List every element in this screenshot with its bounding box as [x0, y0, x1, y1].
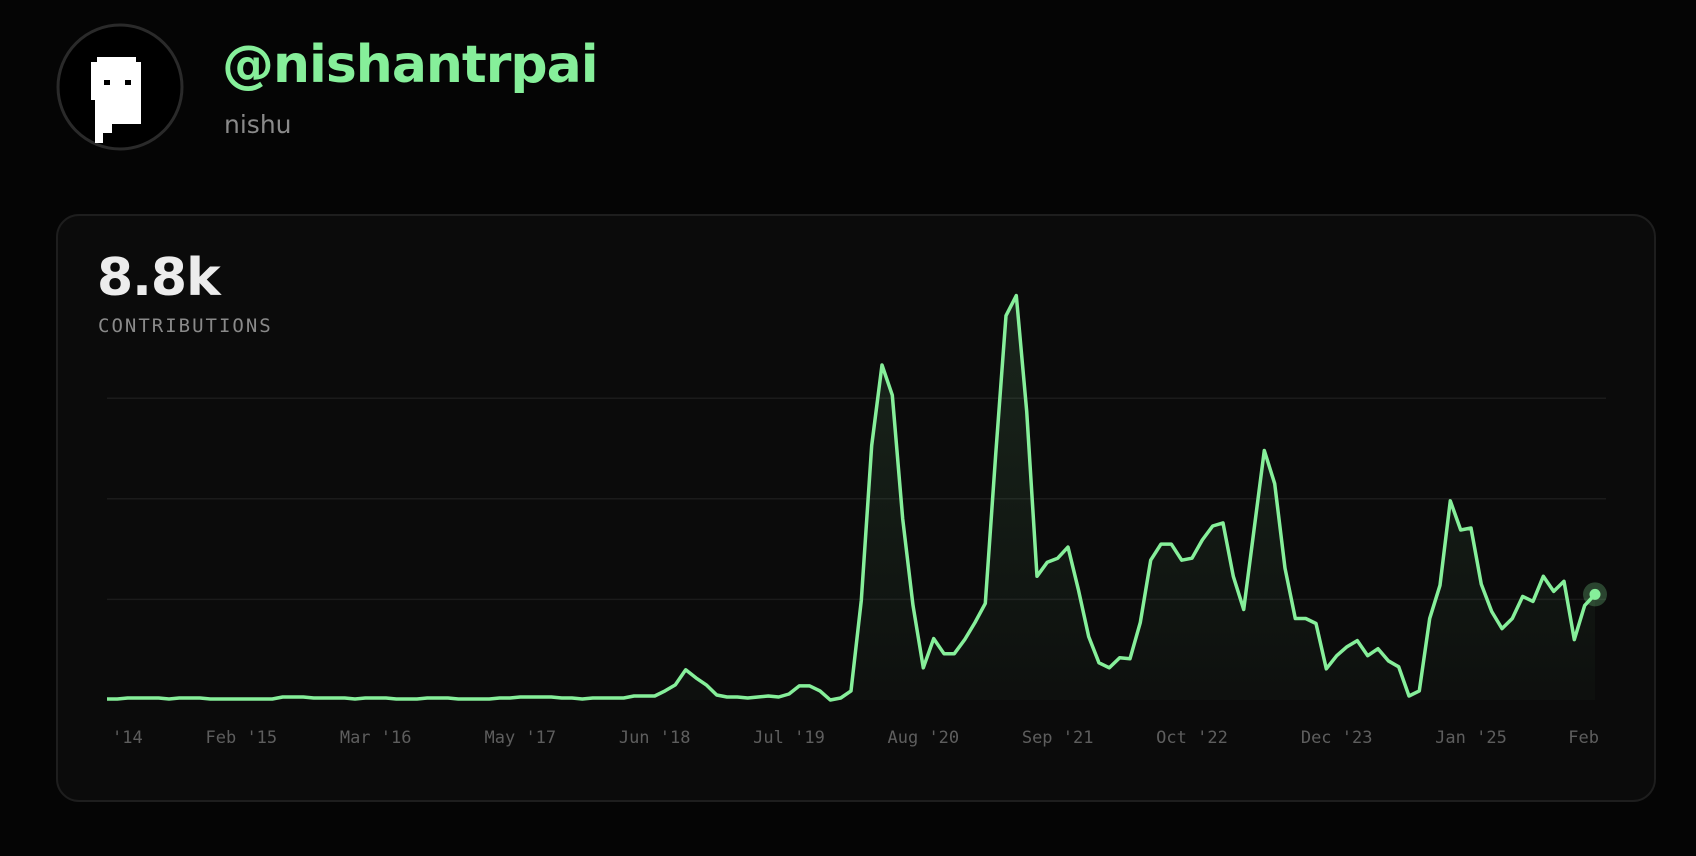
username: @nishantrpai [222, 35, 598, 95]
x-tick-label: Jun '18 [619, 728, 691, 748]
avatar-figure [91, 57, 141, 143]
end-point [1589, 588, 1601, 600]
x-tick-label: Jan '25 [1435, 728, 1507, 748]
plot: '14 Feb '15 Mar '16 May '17 Jun '18 Jul '19 Au… [107, 293, 1607, 748]
chart-card [56, 214, 1656, 802]
x-tick-label: Feb [1568, 728, 1599, 748]
avatar-eye [125, 80, 131, 85]
x-tick-label: Sep '21 [1022, 728, 1094, 748]
x-tick-label: Jul '19 [753, 728, 825, 748]
display-name: nishu [224, 110, 292, 139]
x-tick-label: Dec '23 [1301, 728, 1373, 748]
avatar-eye [104, 80, 110, 85]
x-tick-label: '14 [112, 728, 143, 748]
contribution-label: CONTRIBUTIONS [98, 315, 273, 337]
x-tick-label: Feb '15 [206, 728, 278, 748]
x-tick-label: Mar '16 [340, 728, 412, 748]
x-tick-label: Aug '20 [888, 728, 960, 748]
line [107, 293, 1597, 702]
avatar[interactable] [56, 23, 184, 151]
x-tick-label: May '17 [485, 728, 557, 748]
area [107, 295, 1595, 700]
contribution-total: 8.8k [97, 248, 222, 308]
x-tick-label: Oct '22 [1156, 728, 1228, 748]
